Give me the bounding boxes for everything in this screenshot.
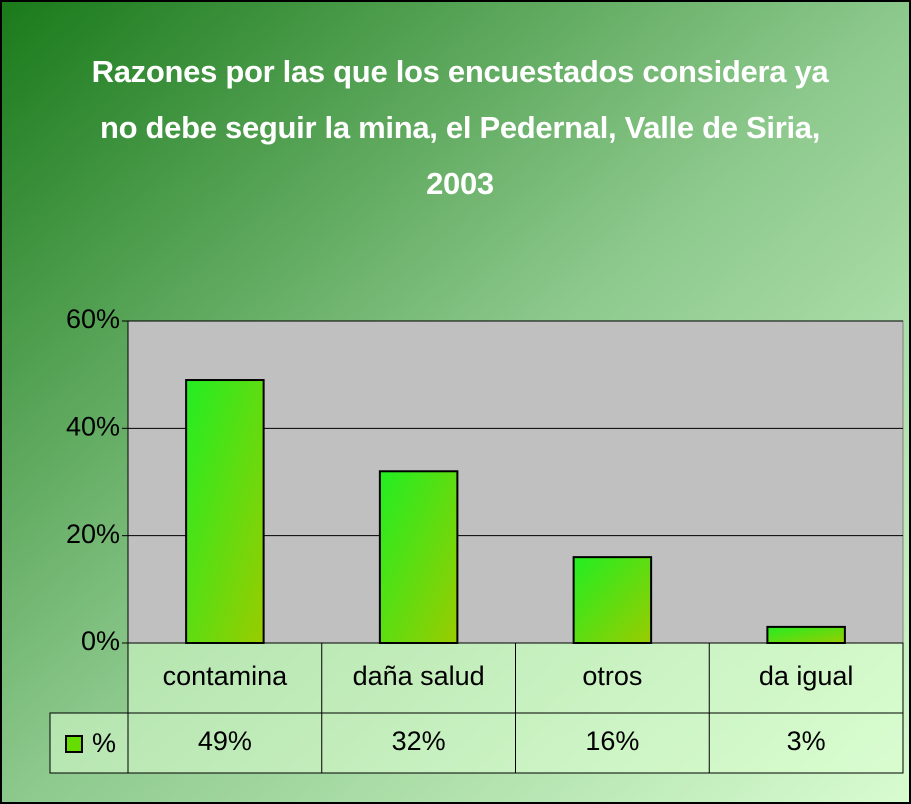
table-row	[49, 712, 904, 774]
y-tick-label: 60%	[66, 304, 120, 334]
legend-label: %	[92, 728, 116, 758]
bar	[766, 625, 846, 645]
x-tick-label: da igual	[759, 661, 854, 691]
data-label: 3%	[787, 726, 826, 756]
chart-title: Razones por las que los encuestados cons…	[91, 54, 829, 201]
bar	[185, 379, 265, 644]
y-tick-label: 40%	[66, 411, 120, 441]
bar	[378, 470, 459, 644]
x-tick-label: contamina	[163, 661, 289, 691]
x-tick-label: otros	[582, 661, 642, 691]
data-label: 32%	[392, 726, 446, 756]
data-label: 16%	[585, 726, 639, 756]
legend-swatch	[65, 735, 83, 753]
x-tick-label: daña salud	[353, 661, 485, 691]
y-tick-label: 20%	[66, 519, 120, 549]
bar	[572, 556, 653, 645]
data-label: 49%	[198, 726, 252, 756]
y-tick-label: 0%	[81, 626, 120, 656]
